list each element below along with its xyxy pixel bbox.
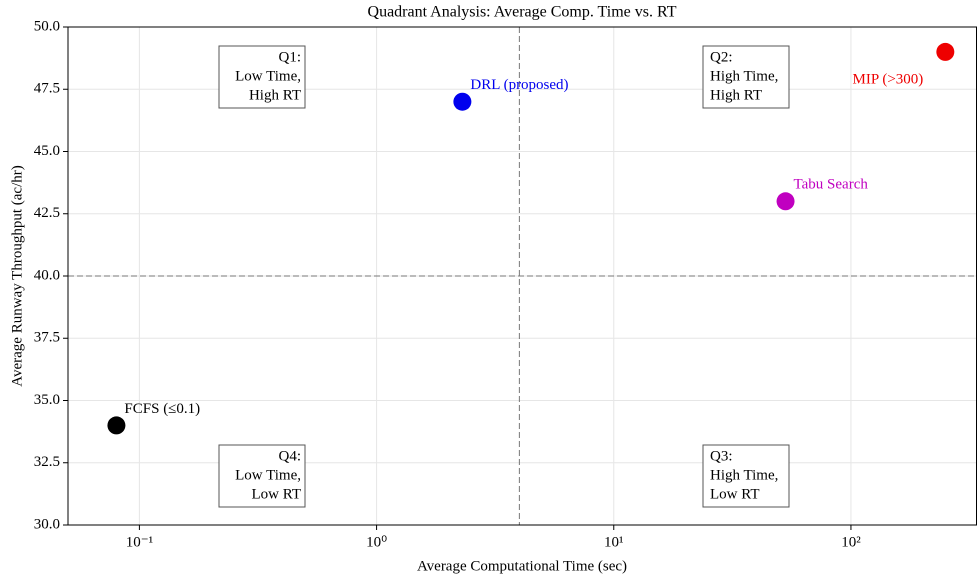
y-tick-label: 47.5 [34,81,60,97]
quadrant-box [218,45,306,109]
x-tick-label: 10¹ [604,534,624,550]
y-tick-label: 32.5 [34,454,60,470]
quadrant-text: Q3: [710,448,733,464]
quadrant-text: High RT [710,87,762,103]
point [936,42,955,61]
chart-title: Quadrant Analysis: Average Comp. Time vs… [368,4,677,21]
y-tick-label: 35.0 [34,392,60,408]
y-tick-label: 40.0 [34,267,60,283]
point-label: FCFS (≤0.1) [124,401,200,417]
quadrant-text: High RT [249,87,301,103]
y-tick-label: 50.0 [34,18,60,34]
quadrant-text: Q2: [710,49,733,65]
point-label: DRL (proposed) [470,77,568,93]
y-tick-label: 45.0 [34,143,60,159]
quadrant-text: Low Time, [235,68,301,84]
y-axis-label: Average Runway Throughput (ac/hr) [9,165,25,386]
quadrant-box [702,444,790,508]
quadrant-text: Q1: [279,49,302,65]
point [453,92,472,111]
quadrant-box [702,45,790,109]
y-tick-label: 37.5 [34,330,60,346]
y-tick-label: 42.5 [34,205,60,221]
x-tick-label: 10⁰ [366,534,387,550]
quadrant-text: Q4: [279,448,302,464]
x-tick-label: 10² [841,534,861,550]
y-tick-label: 30.0 [34,516,60,532]
point [107,416,126,435]
quadrant-text: Low Time, [235,467,301,483]
quadrant-text: High Time, [710,467,778,483]
quadrant-text: High Time, [710,68,778,84]
point-label: MIP (>300) [852,71,923,87]
quadrant-text: Low RT [251,486,301,502]
point [776,192,795,211]
quadrant-box [218,444,306,508]
x-tick-label: 10⁻¹ [126,534,153,550]
point-label: Tabu Search [794,177,869,193]
x-axis-label: Average Computational Time (sec) [417,558,627,574]
quadrant-text: Low RT [710,486,760,502]
